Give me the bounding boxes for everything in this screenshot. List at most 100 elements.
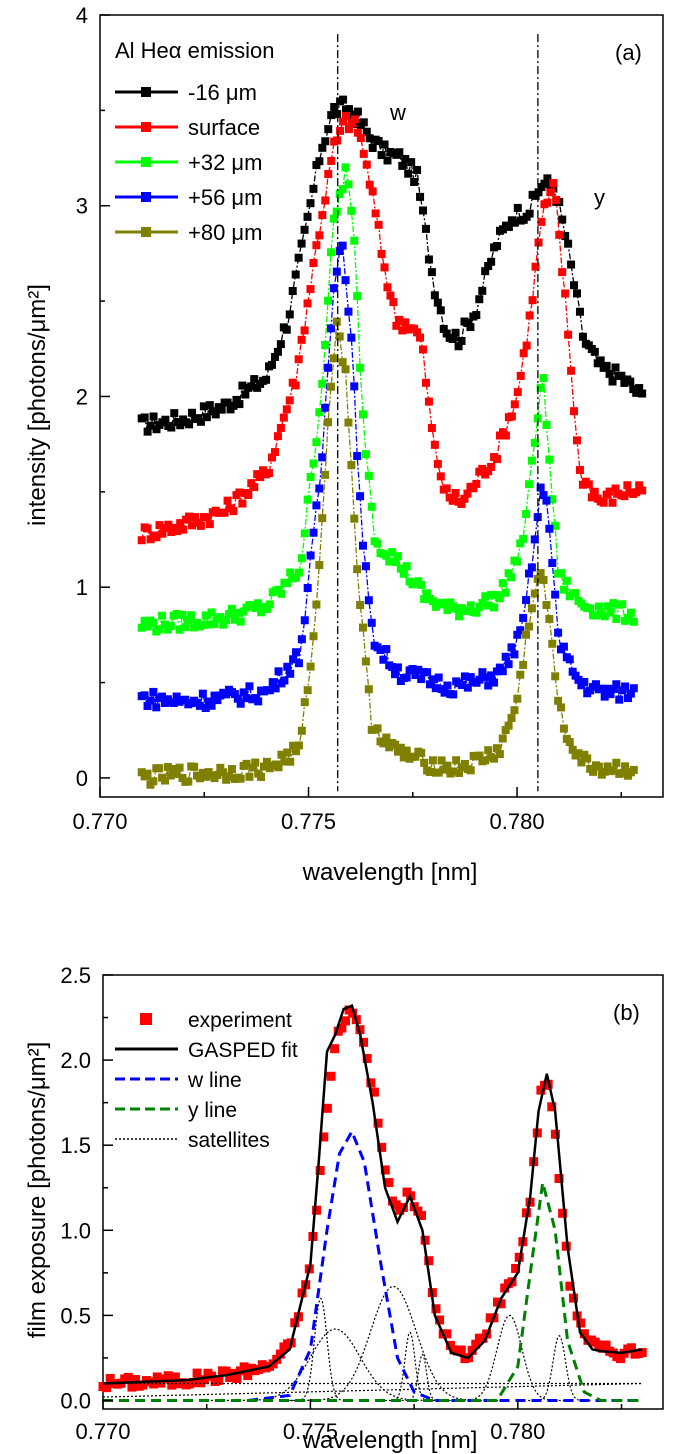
panel-a-data-point (551, 590, 560, 599)
panel-a-data-point (257, 608, 266, 617)
panel-a-data-point (199, 402, 208, 411)
panel-a-data-point (475, 295, 484, 304)
panel-a-chart: (a) Al Heα emission -16 μm surface +32 μm +… (24, 3, 664, 886)
panel-a-data-point (562, 576, 571, 585)
panel-a-data-point (140, 616, 149, 625)
panel-b-experiment-point (199, 1375, 209, 1385)
panel-a-data-point (236, 617, 245, 626)
panel-a-data-point (201, 611, 210, 620)
panel-a-data-point (413, 328, 422, 337)
panel-a-data-point (335, 246, 344, 255)
panel-a-data-point (431, 684, 440, 693)
panel-a-data-point (540, 179, 549, 188)
panel-a-data-point (350, 236, 359, 245)
panel-a-data-point (410, 177, 419, 186)
panel-a-data-point (484, 601, 493, 610)
panel-b-experiment-point (576, 1318, 586, 1328)
panel-a-data-point (524, 622, 533, 631)
panel-a-data-point (590, 347, 599, 356)
panel-a-data-point (615, 695, 624, 704)
panel-a-data-point (227, 604, 236, 613)
panel-b-legend-swatch (140, 1013, 152, 1025)
panel-a-data-point (230, 615, 239, 624)
panel-a-data-point (359, 410, 368, 419)
panel-b-experiment-point (243, 1371, 253, 1381)
panel-a-data-point (388, 663, 397, 672)
panel-a-data-point (232, 395, 241, 404)
panel-a-data-point (495, 594, 504, 603)
panel-a-data-point (386, 291, 395, 300)
panel-a-data-point (555, 230, 564, 239)
panel-a-data-point (495, 750, 504, 759)
panel-b-legend-label: experiment (188, 1009, 292, 1032)
panel-b-experiment-point (373, 1118, 383, 1128)
panel-a-data-point (454, 342, 463, 351)
panel-a-data-point (383, 156, 392, 165)
panel-a-data-point (440, 688, 449, 697)
panel-a-data-point (143, 622, 152, 631)
panel-a-data-point (236, 774, 245, 783)
panel-a-data-point (303, 495, 312, 504)
panel-a-data-point (294, 659, 303, 668)
panel-b-experiment-point (366, 1078, 376, 1088)
panel-a-data-point (605, 369, 614, 378)
panel-a-data-point (451, 488, 460, 497)
panel-a-data-point (184, 777, 193, 786)
panel-a-data-point (198, 689, 207, 698)
panel-b-experiment-point (239, 1362, 249, 1372)
panel-a-data-point (472, 608, 481, 617)
panel-a-data-point (330, 102, 339, 111)
panel-a-data-point (402, 562, 411, 571)
panel-a-data-point (513, 203, 522, 212)
panel-b-experiment-point (102, 1383, 112, 1393)
panel-a-data-point (609, 599, 618, 608)
panel-a-data-point (490, 754, 499, 763)
panel-a-data-point (430, 440, 439, 449)
panel-a-data-point (545, 614, 554, 623)
panel-a-data-point (449, 690, 458, 699)
panel-a-data-point (602, 361, 611, 370)
panel-b-experiment-point (152, 1372, 162, 1382)
panel-b-experiment-point (362, 1053, 372, 1063)
panel-a-data-point (160, 776, 169, 785)
panel-a-data-point (235, 400, 244, 409)
panel-a-data-point (158, 611, 167, 620)
panel-a-data-point (543, 174, 552, 183)
panel-b-experiment-point (416, 1210, 426, 1220)
panel-a-data-point (626, 608, 635, 617)
panel-a-data-point (411, 671, 420, 680)
panel-a-data-point (524, 569, 533, 578)
panel-a-data-point (167, 527, 176, 536)
panel-a-data-point (596, 356, 605, 365)
panel-a-data-point (265, 686, 274, 695)
panel-a-data-point (466, 766, 475, 775)
panel-a-plot-frame (99, 14, 664, 798)
panel-b-experiment-point (330, 1044, 340, 1054)
panel-b-experiment-point (192, 1368, 202, 1378)
panel-a-data-point (285, 310, 294, 319)
panel-a-data-point (367, 618, 376, 627)
panel-a-data-point (294, 355, 303, 364)
panel-a-data-point (545, 455, 554, 464)
panel-b-experiment-point (131, 1375, 141, 1385)
panel-a-data-point (247, 382, 256, 391)
panel-a-data-point (188, 521, 197, 530)
panel-a-data-point (401, 154, 410, 163)
panel-a-data-point (599, 498, 608, 507)
panel-a-data-point (222, 690, 231, 699)
panel-a-data-point (417, 748, 426, 757)
panel-a-data-point (225, 609, 234, 618)
panel-a-data-point (430, 291, 439, 300)
panel-a-data-point (629, 765, 638, 774)
panel-a-data-point (362, 127, 371, 136)
panel-a-data-point (312, 241, 321, 250)
panel-a-data-point (185, 420, 194, 429)
panel-b-xtick-label: 0.780 (490, 1419, 545, 1444)
panel-b-experiment-point (601, 1340, 611, 1350)
panel-a-data-point (451, 328, 460, 337)
panel-b-ytick-label: 0.0 (60, 1388, 91, 1413)
panel-a-data-point (527, 456, 536, 465)
panel-a-data-point (507, 412, 516, 421)
panel-a-data-point (196, 417, 205, 426)
panel-a-data-point (421, 224, 430, 233)
